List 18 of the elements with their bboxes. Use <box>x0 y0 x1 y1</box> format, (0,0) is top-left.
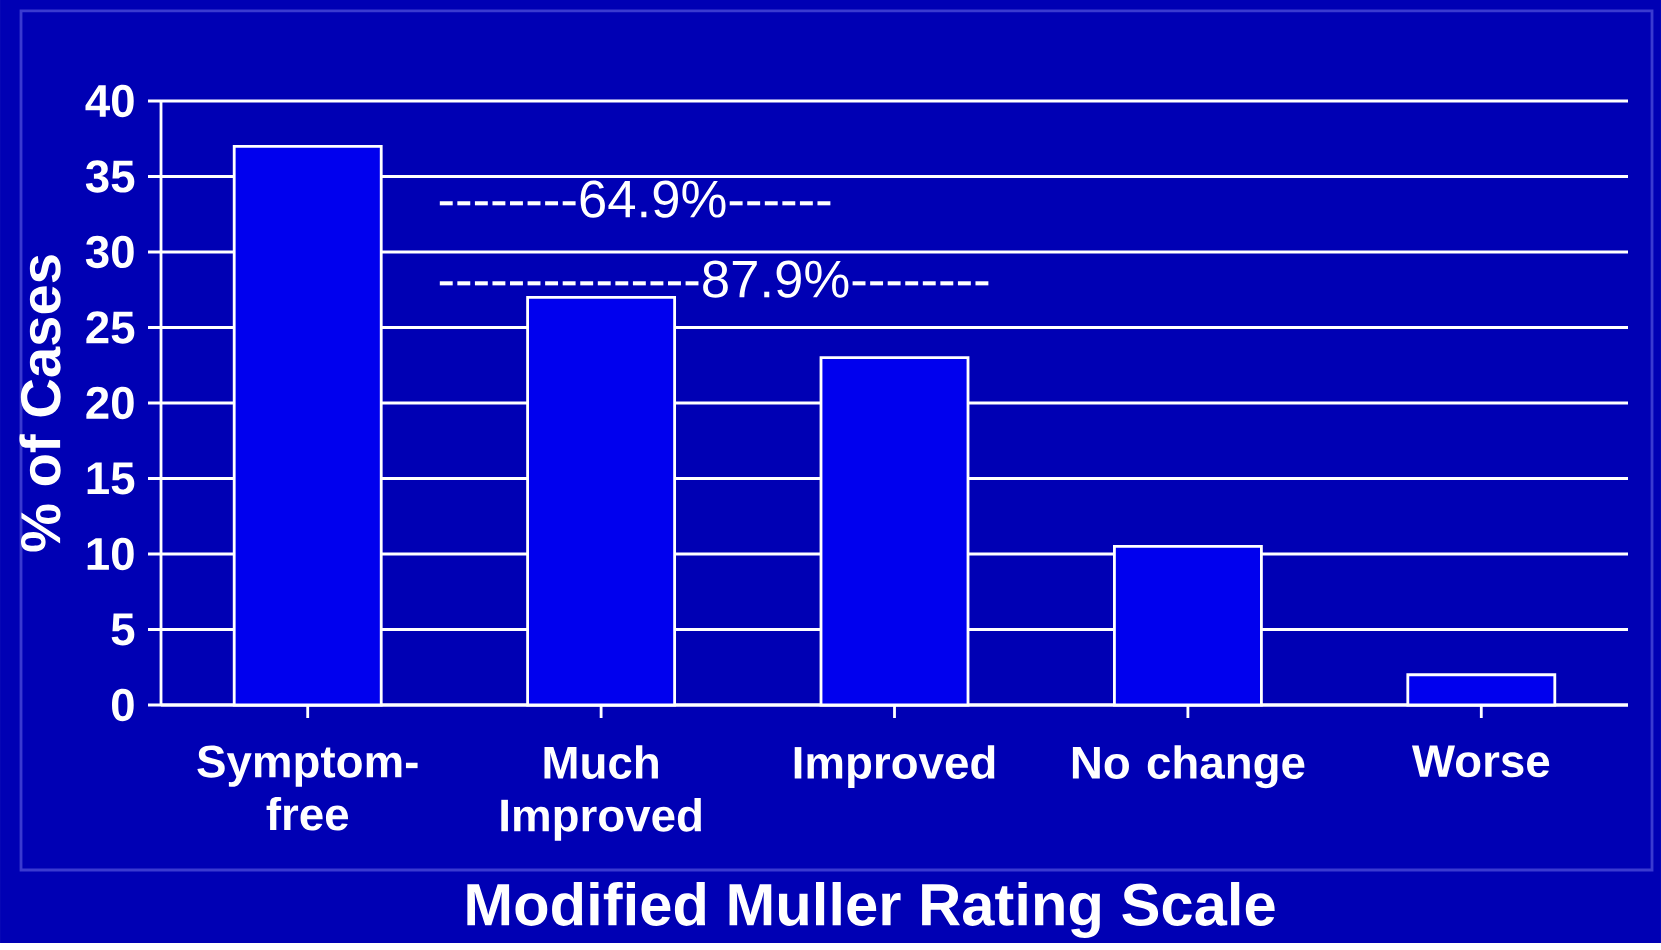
y-tick-label: 0 <box>112 688 134 722</box>
y-tick-label: 20 <box>86 386 134 420</box>
x-tick-label: Worse <box>1411 745 1550 778</box>
x-tick-label: No change <box>1072 745 1305 789</box>
x-tick-label: Symptom-free <box>197 745 418 831</box>
annotation: --------64.9%------ <box>439 180 831 218</box>
x-tick-label: Improved <box>794 745 995 789</box>
y-tick-label: 40 <box>85 84 134 118</box>
y-tick-label: 15 <box>87 462 135 495</box>
y-tick-label: 35 <box>85 160 135 193</box>
y-tick-label: 10 <box>87 537 134 571</box>
x-tick-label: Much Improved <box>501 745 701 841</box>
y-axis-title: % of Cases <box>19 255 61 552</box>
y-tick-label: 5 <box>111 613 135 646</box>
y-tick-label: 30 <box>85 235 134 269</box>
annotation: ---------------87.9%-------- <box>439 260 989 298</box>
y-tick-label: 25 <box>86 311 135 344</box>
x-axis-title: Modified Muller Rating Scale <box>467 882 1275 939</box>
